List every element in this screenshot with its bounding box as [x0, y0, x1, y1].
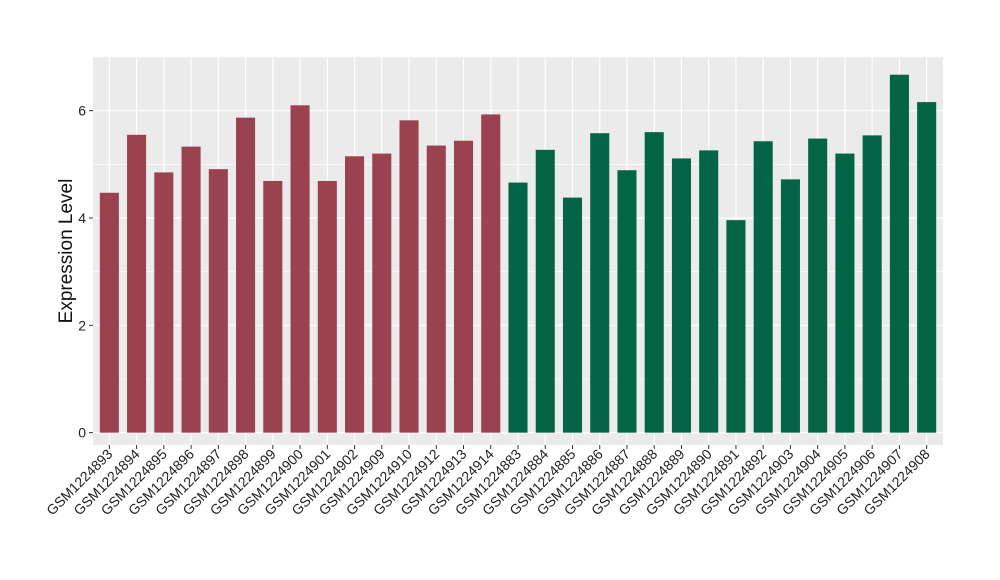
- y-tick-label: 4: [78, 210, 86, 226]
- bar-GSM1224889: [671, 158, 691, 433]
- bar-GSM1224893: [99, 192, 119, 433]
- bar-GSM1224884: [535, 149, 555, 433]
- bar-GSM1224909: [372, 153, 392, 433]
- bar-GSM1224902: [345, 156, 365, 433]
- bars: [99, 74, 937, 433]
- bar-GSM1224898: [236, 117, 256, 433]
- bar-GSM1224896: [181, 146, 201, 433]
- bar-GSM1224883: [508, 182, 528, 433]
- bar-GSM1224901: [317, 180, 337, 433]
- bar-GSM1224890: [699, 150, 719, 433]
- bar-GSM1224899: [263, 180, 283, 433]
- bar-GSM1224914: [481, 114, 501, 433]
- bar-GSM1224895: [154, 172, 174, 433]
- bar-GSM1224886: [590, 133, 610, 433]
- bar-GSM1224885: [562, 197, 583, 433]
- y-axis-title: Expression Level: [56, 179, 77, 324]
- bar-GSM1224913: [453, 140, 474, 433]
- bar-GSM1224905: [835, 153, 855, 433]
- bar-GSM1224897: [208, 169, 228, 433]
- bar-GSM1224903: [780, 179, 800, 433]
- bar-GSM1224892: [753, 141, 773, 433]
- bar-GSM1224906: [862, 135, 882, 433]
- bar-GSM1224887: [617, 170, 637, 433]
- bar-GSM1224912: [426, 145, 446, 433]
- x-axis: GSM1224893GSM1224894GSM1224895GSM1224896…: [43, 445, 933, 518]
- y-tick-label: 6: [78, 103, 86, 119]
- bar-GSM1224904: [808, 138, 828, 433]
- bar-GSM1224888: [644, 132, 664, 433]
- y-axis: 0 2 4 6: [78, 103, 93, 441]
- bar-GSM1224910: [399, 120, 419, 433]
- bar-GSM1224900: [290, 105, 310, 433]
- bar-GSM1224907: [889, 74, 909, 433]
- bar-GSM1224908: [917, 102, 937, 433]
- y-tick-label: 2: [78, 317, 86, 333]
- bar-GSM1224891: [726, 220, 746, 433]
- bar-GSM1224894: [127, 134, 147, 433]
- y-tick-label: 0: [78, 425, 86, 441]
